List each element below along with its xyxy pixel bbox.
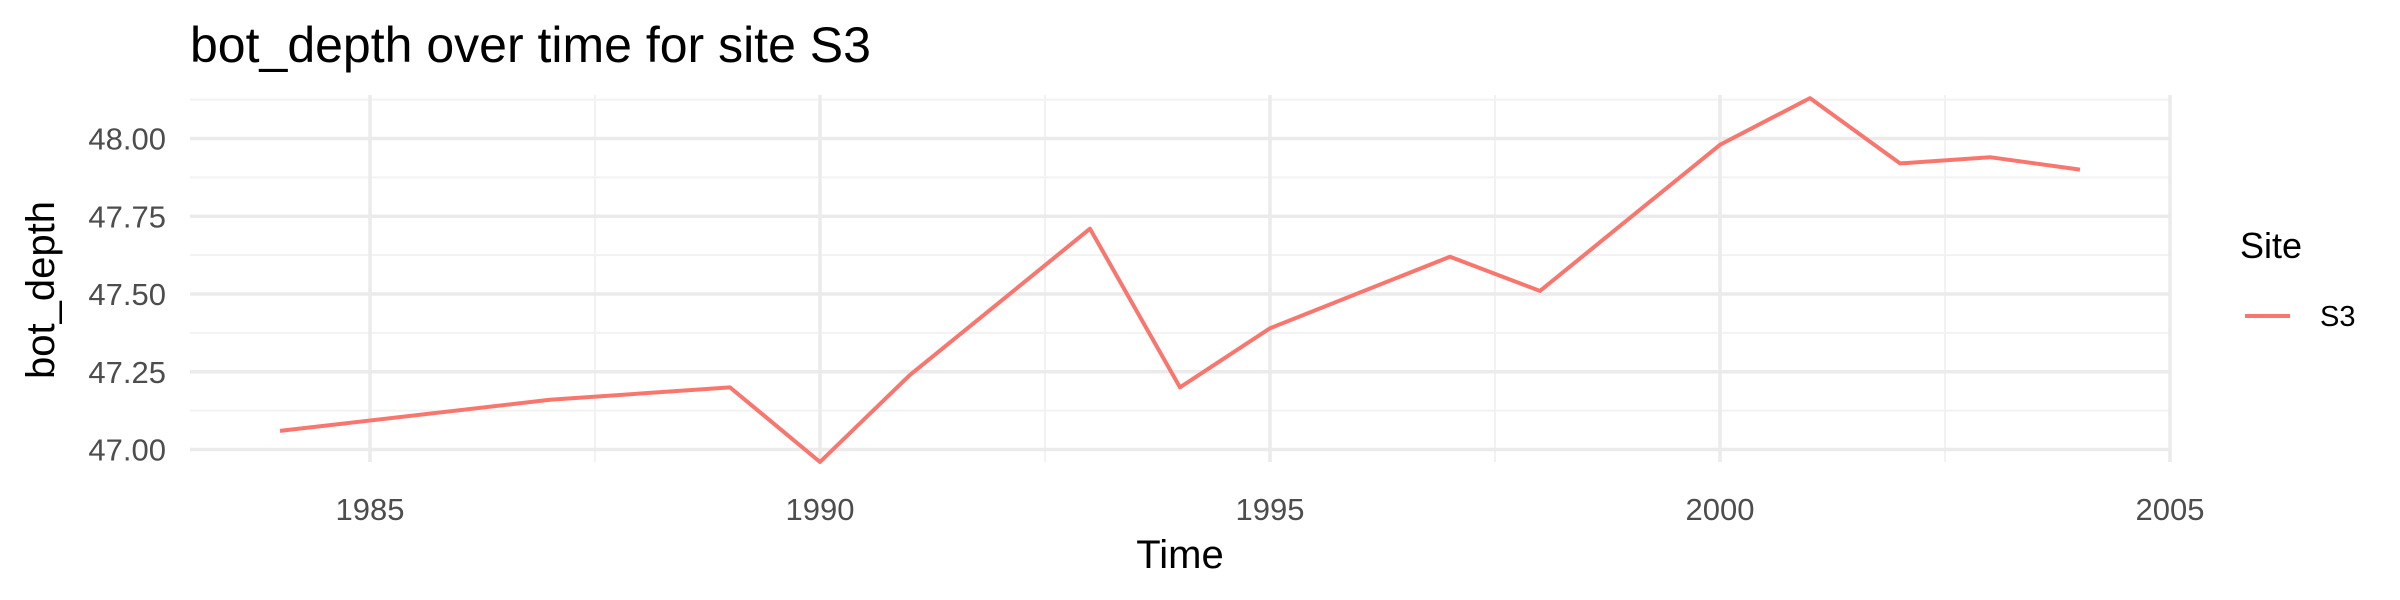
x-tick-label: 1995 xyxy=(1236,492,1305,527)
legend-title: Site xyxy=(2240,225,2302,266)
series-line-s3 xyxy=(279,96,2081,464)
x-axis-title: Time xyxy=(1136,533,1223,577)
plot-area: 1985 1990 1995 2000 2005 47.00 47.25 47.50 47.75… xyxy=(88,95,2204,527)
y-tick-label: 47.75 xyxy=(88,199,166,234)
legend: Site S3 xyxy=(2240,225,2355,333)
x-tick-label: 1990 xyxy=(786,492,855,527)
x-tick-label: 2000 xyxy=(1686,492,1755,527)
legend-label-s3: S3 xyxy=(2320,301,2355,333)
x-tick-label: 1985 xyxy=(336,492,405,527)
y-tick-label: 48.00 xyxy=(88,122,166,157)
y-axis-title: bot_depth xyxy=(19,201,63,379)
x-tick-label: 2005 xyxy=(2136,492,2205,527)
chart-title: bot_depth over time for site S3 xyxy=(190,17,871,73)
y-tick-label: 47.50 xyxy=(88,277,166,312)
y-tick-label: 47.25 xyxy=(88,355,166,390)
y-tick-label: 47.00 xyxy=(88,433,166,468)
